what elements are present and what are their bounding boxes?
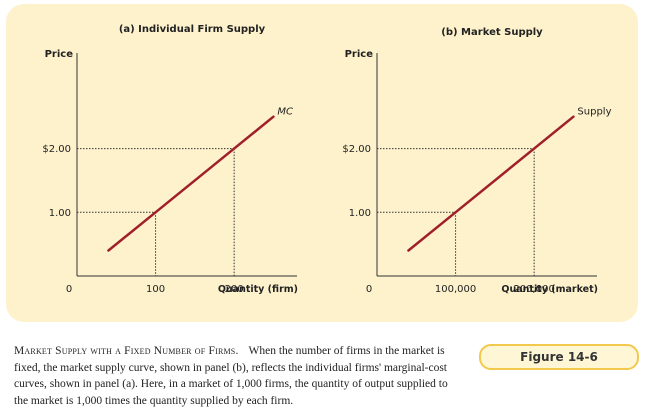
panel-a-series-label-0: MC	[277, 107, 293, 118]
panel-b-x-tick-label-0: 0	[366, 284, 372, 295]
panel-b-y-tick-label-1: $2.00	[342, 144, 371, 155]
panel-a-x-tick-label-1: 100	[146, 284, 165, 295]
panel-b-title: (b) Market Supply	[441, 27, 543, 38]
panel-a-x-tick-label-2: 200	[225, 284, 244, 295]
panel-a-x-tick-label-0: 0	[66, 284, 72, 295]
panel-b-y-axis-label: Price	[345, 49, 374, 60]
panel-a-y-tick-label-0: 1.00	[49, 208, 71, 219]
panel-a-title: (a) Individual Firm Supply	[119, 24, 266, 35]
panel-b-x-axis-label: Quantity (market)	[501, 284, 598, 295]
caption-text: When the number of firms in the market i…	[14, 345, 448, 407]
panel-a-x-axis-label: Quantity (firm)	[218, 284, 298, 295]
panel-b-y-tick-label-0: 1.00	[349, 208, 371, 219]
figure-label: Figure 14-6	[479, 344, 639, 370]
caption-heading: Market Supply with a Fixed Number of Fir…	[14, 345, 239, 357]
panel-b-series-line-0	[407, 115, 575, 252]
figure-panel-background	[6, 4, 638, 322]
panel-b-series-label-0: Supply	[577, 107, 611, 118]
panel-a-series-line-0	[107, 115, 275, 252]
panel-b-x-tick-label-2: 200,000	[513, 284, 554, 295]
panel-b-x-tick-label-1: 100,000	[435, 284, 476, 295]
panel-a-y-tick-label-1: $2.00	[42, 144, 71, 155]
supply-charts: (a) Individual Firm Supply Price 1.00 $2.00…	[42, 24, 611, 295]
figure-caption: Market Supply with a Fixed Number of Fir…	[14, 343, 464, 409]
panel-a-y-axis-label: Price	[45, 49, 74, 60]
